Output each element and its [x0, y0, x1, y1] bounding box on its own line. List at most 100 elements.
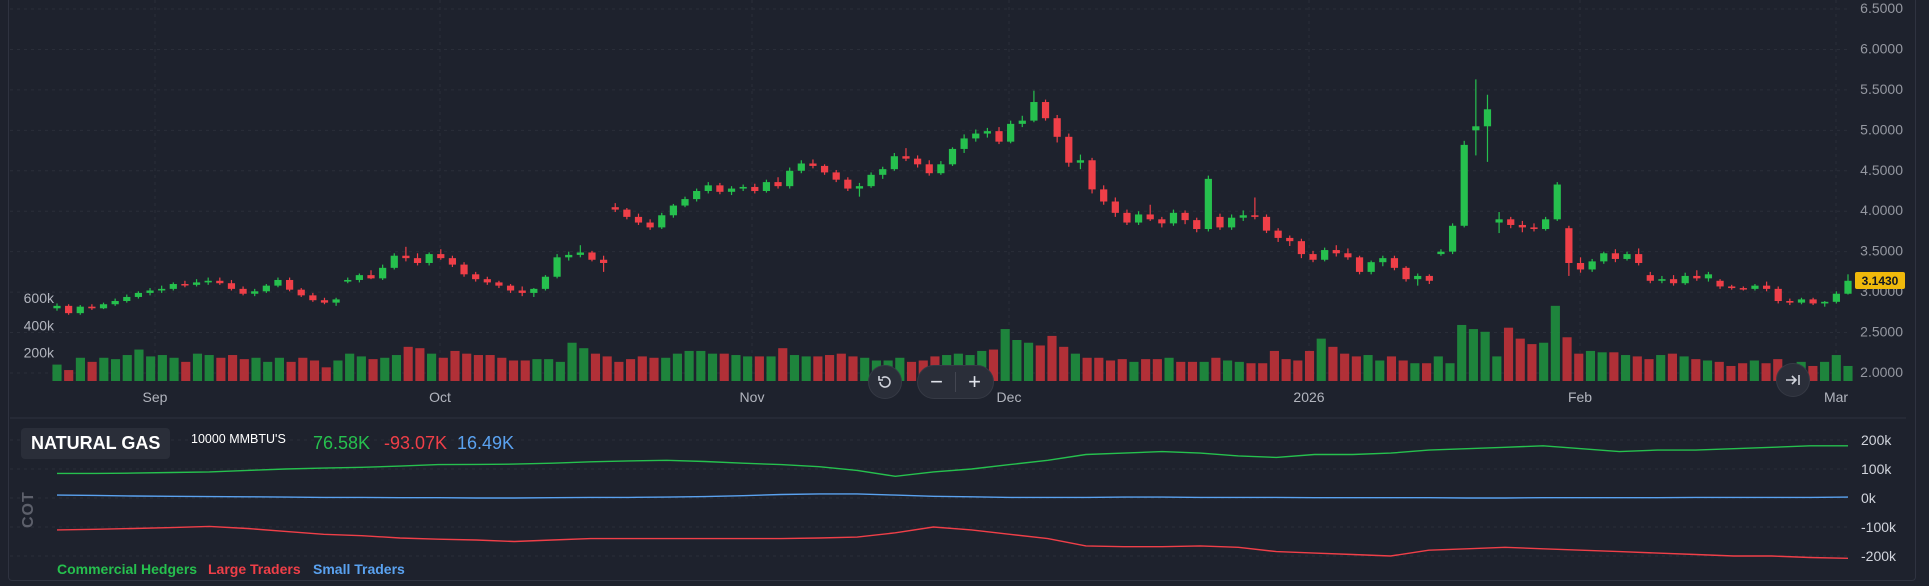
candle-body[interactable] [1786, 301, 1794, 303]
candle-body[interactable] [1542, 219, 1550, 230]
candle-body[interactable] [355, 275, 363, 280]
candle-body[interactable] [1076, 160, 1085, 163]
candle-body[interactable] [599, 259, 608, 263]
candle-body[interactable] [123, 296, 131, 302]
candle-body[interactable] [134, 292, 143, 297]
candle-body[interactable] [1658, 279, 1666, 281]
candle-body[interactable] [1600, 253, 1608, 262]
candle-body[interactable] [832, 172, 840, 180]
candle-body[interactable] [53, 305, 61, 309]
candle-body[interactable] [1274, 230, 1282, 238]
candle-body[interactable] [948, 148, 957, 165]
candle-body[interactable] [797, 163, 805, 171]
candle-body[interactable] [855, 186, 864, 189]
candle-body[interactable] [1123, 212, 1131, 223]
candle-body[interactable] [1553, 184, 1561, 220]
legend-large[interactable]: Large Traders [208, 561, 301, 577]
candle-body[interactable] [727, 188, 736, 192]
candle-body[interactable] [1507, 219, 1515, 225]
candle-body[interactable] [995, 131, 1003, 142]
candle-body[interactable] [751, 186, 759, 191]
candle-body[interactable] [204, 280, 212, 283]
candle-body[interactable] [402, 255, 410, 259]
candle-body[interactable] [1844, 280, 1852, 294]
candle-body[interactable] [646, 222, 654, 228]
candle-body[interactable] [390, 255, 398, 268]
candle-body[interactable] [1355, 257, 1364, 272]
candle-body[interactable] [1483, 109, 1492, 127]
candle-body[interactable] [867, 174, 875, 187]
candle-body[interactable] [762, 182, 771, 191]
candle-body[interactable] [1007, 123, 1015, 142]
candle-body[interactable] [983, 131, 991, 134]
candle-body[interactable] [669, 205, 677, 216]
candle-body[interactable] [879, 169, 887, 175]
candle-body[interactable] [448, 258, 457, 265]
candle-body[interactable] [309, 295, 317, 301]
candle-body[interactable] [472, 274, 480, 280]
candle-body[interactable] [1681, 275, 1689, 284]
candle-body[interactable] [588, 252, 596, 260]
candle-body[interactable] [1111, 201, 1119, 213]
candle-body[interactable] [1518, 224, 1526, 228]
candle-body[interactable] [1460, 144, 1468, 226]
candle-body[interactable] [716, 185, 724, 192]
candle-body[interactable] [565, 254, 573, 258]
candle-body[interactable] [1472, 126, 1480, 131]
candle-body[interactable] [693, 191, 701, 200]
candle-body[interactable] [1774, 288, 1782, 302]
candle-body[interactable] [1100, 189, 1108, 202]
candle-body[interactable] [553, 257, 561, 277]
candle-body[interactable] [1216, 216, 1224, 228]
candle-body[interactable] [379, 267, 387, 279]
candle-body[interactable] [1169, 212, 1178, 224]
candle-body[interactable] [530, 288, 538, 293]
candle-body[interactable] [1344, 253, 1352, 258]
candle-body[interactable] [158, 288, 166, 291]
candle-body[interactable] [1041, 102, 1050, 119]
candle-body[interactable] [1309, 254, 1317, 260]
candle-body[interactable] [809, 163, 817, 166]
candle-body[interactable] [576, 252, 584, 255]
candle-body[interactable] [902, 156, 910, 159]
candle-body[interactable] [1728, 286, 1736, 289]
candle-body[interactable] [1635, 254, 1643, 263]
candle-body[interactable] [937, 164, 945, 174]
candle-body[interactable] [541, 276, 550, 289]
candle-body[interactable] [76, 306, 84, 314]
candle-body[interactable] [960, 138, 968, 149]
candle-body[interactable] [344, 279, 352, 282]
candle-body[interactable] [1204, 178, 1212, 230]
candle-body[interactable] [1053, 118, 1061, 137]
candle-body[interactable] [262, 285, 270, 292]
candle-body[interactable] [1239, 215, 1247, 218]
candle-body[interactable] [483, 279, 491, 283]
candle-body[interactable] [251, 291, 259, 294]
candle-body[interactable] [88, 306, 96, 309]
candle-body[interactable] [1251, 215, 1259, 217]
candle-body[interactable] [786, 170, 794, 187]
candle-body[interactable] [925, 164, 933, 174]
candle-body[interactable] [1146, 214, 1154, 220]
scroll-to-latest-button[interactable] [1776, 363, 1810, 397]
candle-body[interactable] [1181, 212, 1189, 221]
candle-body[interactable] [844, 179, 852, 189]
candle-body[interactable] [1623, 254, 1631, 259]
candle-body[interactable] [460, 264, 468, 275]
candle-body[interactable] [1414, 275, 1422, 280]
candle-body[interactable] [1530, 227, 1538, 230]
candle-body[interactable] [111, 301, 119, 305]
candle-body[interactable] [65, 305, 73, 314]
reset-chart-button[interactable] [868, 365, 902, 399]
candle-body[interactable] [1832, 293, 1840, 302]
candle-body[interactable] [1332, 250, 1340, 254]
candle-body[interactable] [181, 284, 189, 286]
candle-body[interactable] [518, 290, 526, 293]
candle-body[interactable] [1321, 250, 1329, 260]
candle-body[interactable] [1018, 120, 1026, 124]
candle-body[interactable] [1030, 102, 1038, 121]
candle-body[interactable] [146, 290, 154, 293]
candle-body[interactable] [634, 216, 643, 223]
candle-body[interactable] [1448, 225, 1457, 252]
